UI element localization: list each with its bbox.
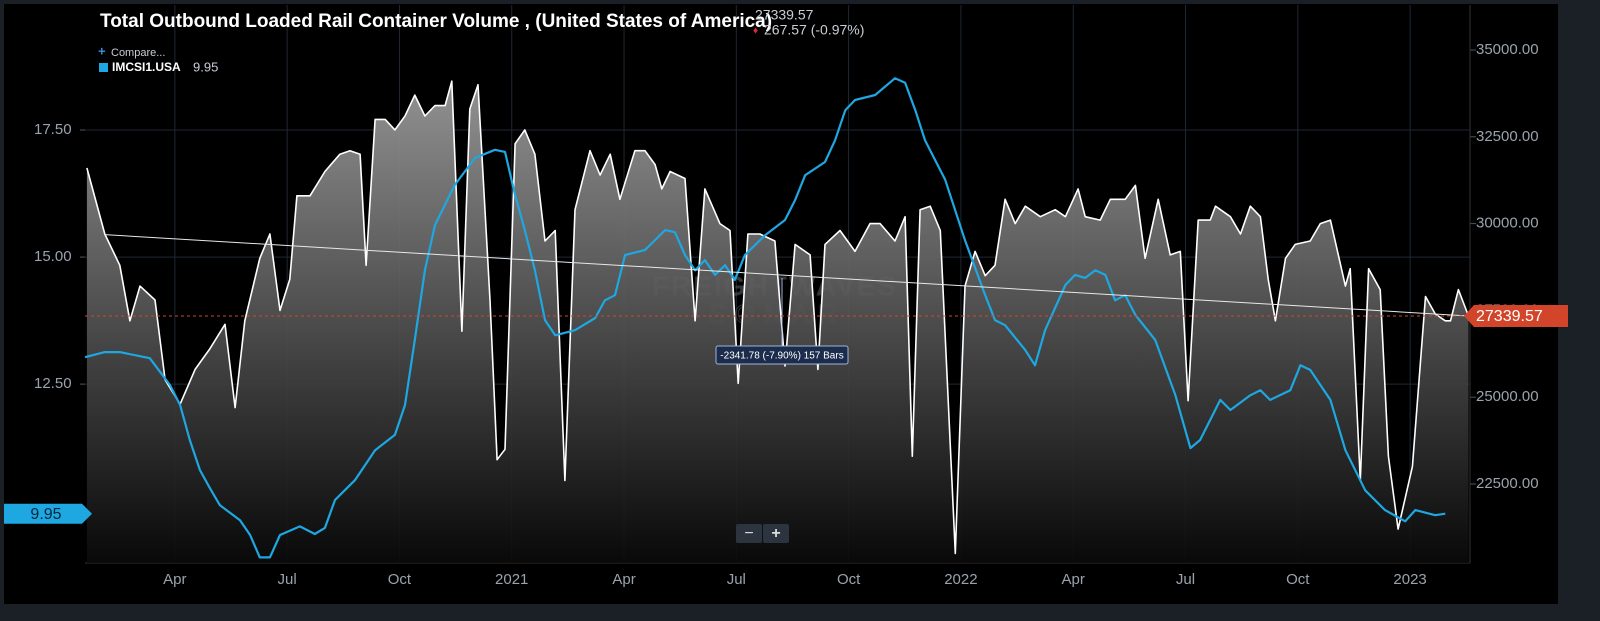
x-tick-label: Jul [1176, 571, 1195, 588]
x-tick-label: 2021 [495, 571, 528, 588]
x-tick-label: Jul [278, 571, 297, 588]
y2-tick-label: 35000.00 [1476, 41, 1539, 58]
y-tick-label: 15.00 [34, 248, 72, 265]
y2-tick-label: 30000.00 [1476, 215, 1539, 232]
x-tick-label: 2022 [944, 571, 977, 588]
x-tick-label: Apr [163, 571, 186, 588]
x-tick-label: Jul [727, 571, 746, 588]
zoom-controls: − + [736, 524, 789, 543]
x-tick-label: Apr [1062, 571, 1085, 588]
line [86, 80, 1470, 555]
price-tag [1464, 304, 1568, 327]
compare-icon[interactable]: + [98, 43, 106, 58]
x-tick-label: 2023 [1393, 571, 1426, 588]
y2-tick-label: 22500.00 [1476, 475, 1539, 492]
y2-tick-label: 25000.00 [1476, 388, 1539, 405]
x-tick-label: Apr [612, 571, 635, 588]
y-tick-label: 17.50 [34, 121, 72, 138]
y-tick-label: 12.50 [34, 375, 72, 392]
y2-tick-label: 32500.00 [1476, 128, 1539, 145]
x-tick-label: Oct [837, 571, 861, 588]
legend-name: IMCSI1.USA [112, 60, 181, 74]
legend-value: 9.95 [193, 59, 218, 74]
change-label: 267.57 (-0.97%) [764, 22, 864, 38]
compare-button[interactable]: Compare... [111, 47, 165, 59]
x-tick-label: Oct [1286, 571, 1310, 588]
zoom-out[interactable] [736, 524, 762, 543]
line [84, 77, 1446, 559]
x-tick-label: Oct [388, 571, 412, 588]
value-tag [4, 503, 92, 524]
annotation: -2341.78 (-7.90%) 157 Bars [720, 351, 843, 362]
zoom-in-icon: + [771, 525, 780, 542]
change-icon: ♦ [753, 26, 758, 37]
value-tag-label: 9.95 [30, 506, 61, 523]
trend-line [104, 234, 1469, 317]
header-value: 27339.57 [755, 7, 814, 23]
zoom-in[interactable] [763, 524, 789, 543]
legend-swatch [99, 63, 108, 72]
price-tag-label: 27339.57 [1476, 308, 1543, 325]
area [86, 81, 1469, 563]
zoom-out-icon: − [744, 525, 753, 542]
annotation-box [715, 345, 849, 365]
chart-title: Total Outbound Loaded Rail Container Vol… [100, 11, 772, 32]
